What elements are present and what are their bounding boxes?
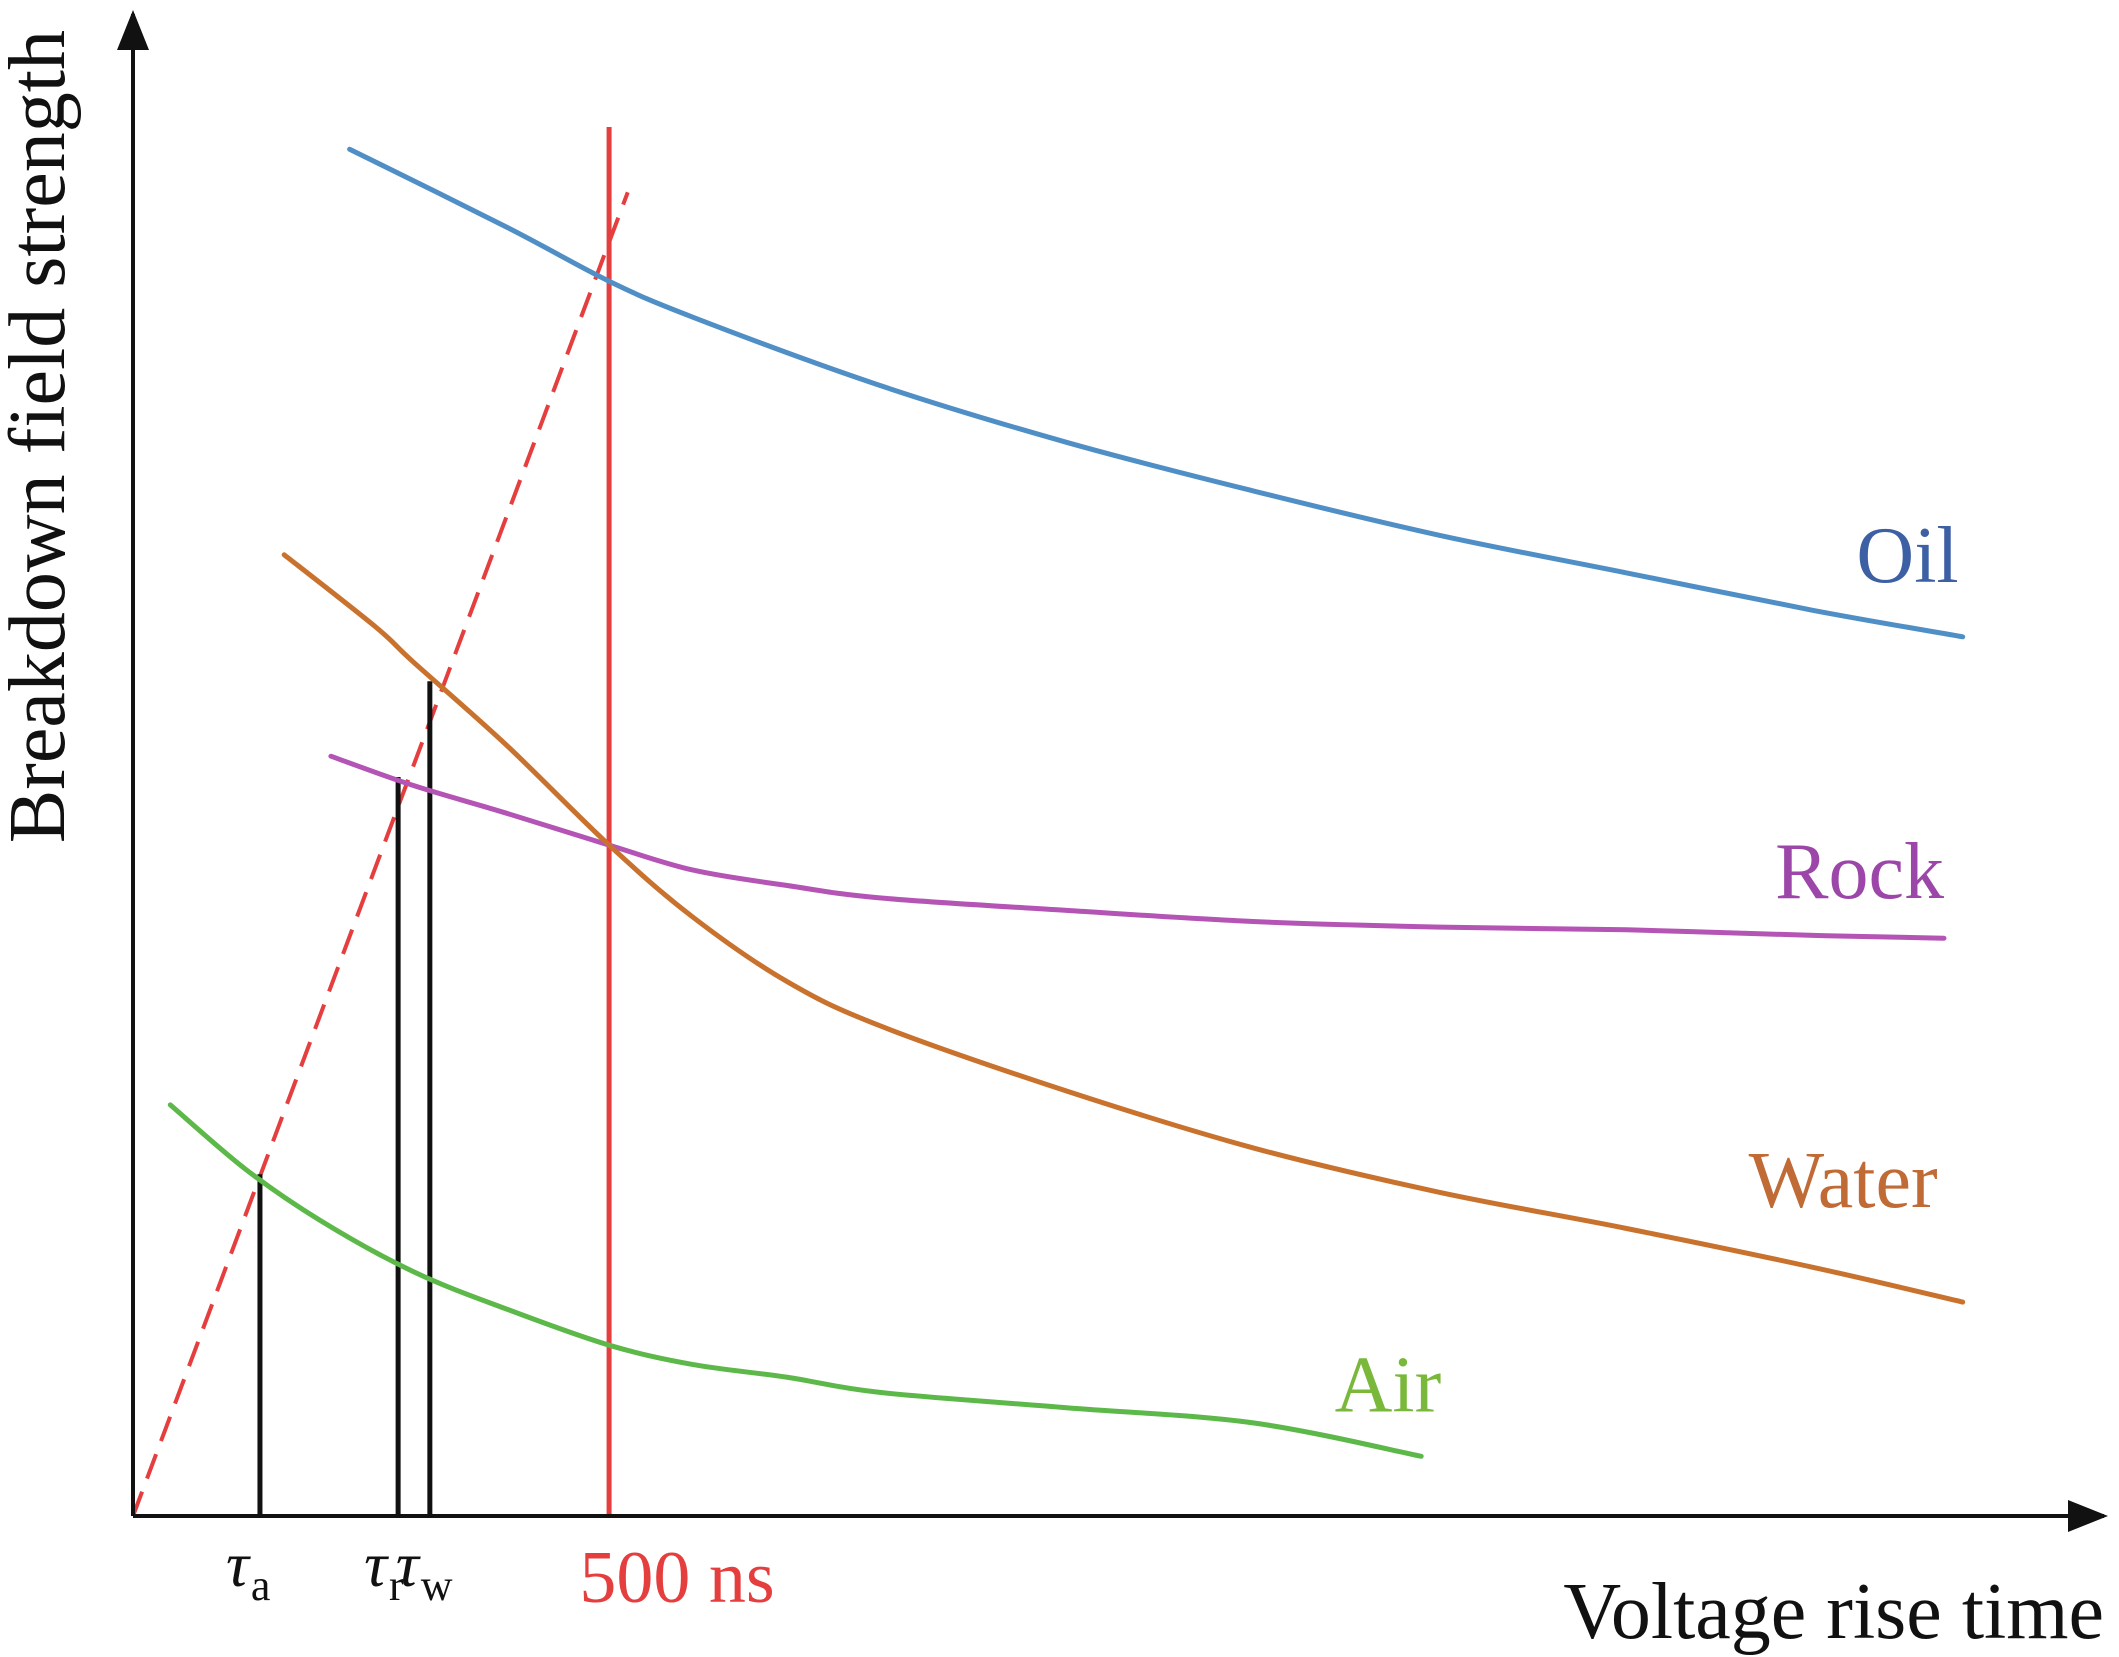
- tick-label-500-ns: 500 ns: [579, 1537, 774, 1619]
- plot-area: [131, 127, 1966, 1517]
- series-air-line: [167, 1102, 1424, 1459]
- series-labels: Oil Rock Water Air: [1335, 512, 1959, 1430]
- series-label-air: Air: [1335, 1341, 1442, 1429]
- guide-rise-time-ramp: [131, 191, 630, 1517]
- series-curves: [167, 146, 1966, 1459]
- tick-subscript-r: r: [389, 1561, 404, 1610]
- x-axis-title: Voltage rise time: [1563, 1568, 2104, 1656]
- series-label-water: Water: [1749, 1137, 1938, 1225]
- y-axis-title: Breakdown field strength: [0, 30, 82, 843]
- series-oil-line: [347, 146, 1966, 640]
- drop-lines: [257, 681, 433, 1516]
- series-water-line: [281, 552, 1966, 1305]
- guide-lines: [131, 127, 630, 1517]
- series-rock-line: [328, 753, 1947, 941]
- tick-subscript-w: w: [421, 1561, 453, 1610]
- tick-label-tau-w: τw: [396, 1529, 453, 1610]
- series-label-rock: Rock: [1775, 828, 1944, 916]
- tick-label-tau-a: τa: [226, 1529, 270, 1610]
- series-label-oil: Oil: [1856, 512, 1958, 600]
- tick-subscript-a: a: [251, 1561, 271, 1610]
